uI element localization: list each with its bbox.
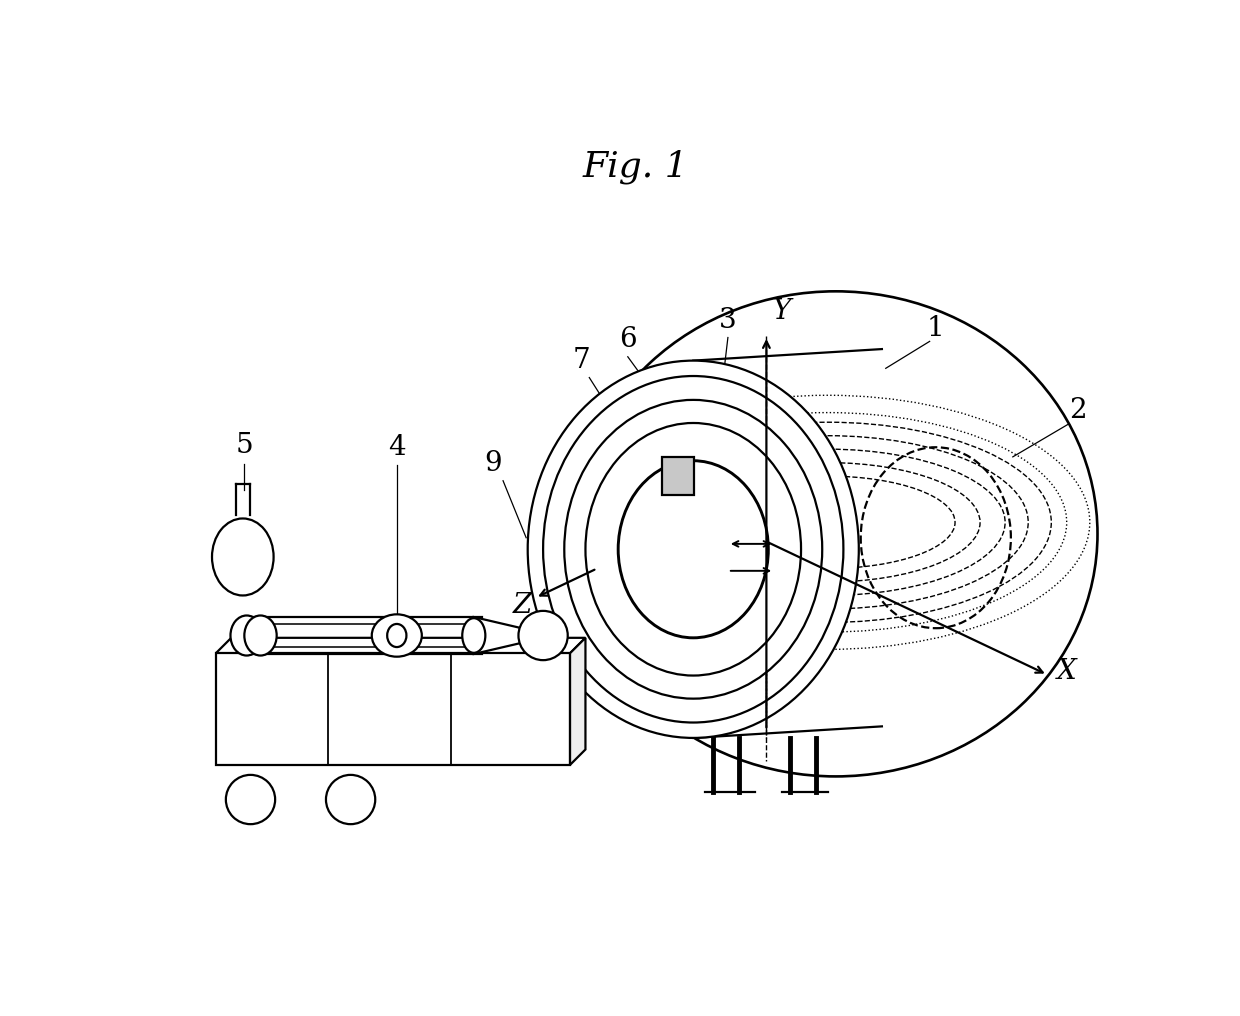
Ellipse shape <box>463 618 485 653</box>
Bar <box>662 457 694 496</box>
Ellipse shape <box>372 615 422 656</box>
Polygon shape <box>216 653 570 765</box>
Text: 1: 1 <box>928 315 945 342</box>
Ellipse shape <box>387 624 407 647</box>
Polygon shape <box>216 638 585 653</box>
Text: 5: 5 <box>236 432 253 459</box>
Circle shape <box>518 611 568 660</box>
Ellipse shape <box>543 376 843 722</box>
Text: 3: 3 <box>719 307 737 334</box>
Text: X: X <box>1056 657 1076 685</box>
Text: 2: 2 <box>1069 397 1087 425</box>
Ellipse shape <box>231 616 263 655</box>
Text: Fig. 1: Fig. 1 <box>583 149 688 184</box>
Ellipse shape <box>212 518 274 595</box>
Text: 6: 6 <box>619 326 636 353</box>
Text: Y: Y <box>773 298 791 325</box>
Text: Z: Z <box>512 592 532 619</box>
Ellipse shape <box>564 400 822 699</box>
Text: 9: 9 <box>485 450 502 477</box>
Polygon shape <box>570 638 585 765</box>
Text: 7: 7 <box>573 347 590 374</box>
Text: 4: 4 <box>388 434 405 460</box>
Ellipse shape <box>619 460 769 638</box>
Ellipse shape <box>585 423 801 676</box>
Polygon shape <box>474 617 520 654</box>
Ellipse shape <box>244 616 277 655</box>
Ellipse shape <box>528 361 859 738</box>
